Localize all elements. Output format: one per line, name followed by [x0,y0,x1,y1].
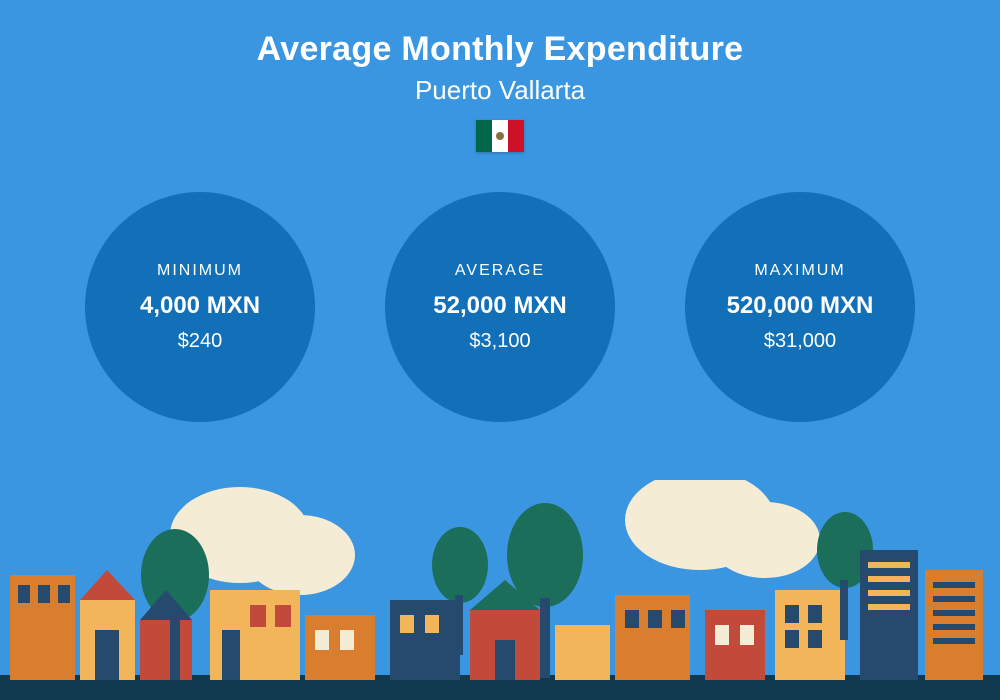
stat-main-value: 520,000 MXN [727,292,874,320]
mexico-flag-icon [476,120,524,152]
stat-main-value: 4,000 MXN [140,292,260,320]
stat-sub-value: $31,000 [764,330,836,353]
page-subtitle: Puerto Vallarta [0,75,1000,106]
stat-label: MINIMUM [157,262,243,280]
stat-circles-row: MINIMUM 4,000 MXN $240 AVERAGE 52,000 MX… [0,192,1000,422]
header: Average Monthly Expenditure Puerto Valla… [0,0,1000,152]
stat-circle-maximum: MAXIMUM 520,000 MXN $31,000 [685,192,915,422]
town-illustration [0,480,1000,700]
stat-circle-minimum: MINIMUM 4,000 MXN $240 [85,192,315,422]
stat-main-value: 52,000 MXN [433,292,566,320]
stat-sub-value: $3,100 [469,330,530,353]
stat-sub-value: $240 [178,330,223,353]
stat-label: AVERAGE [455,262,545,280]
stat-label: MAXIMUM [754,262,845,280]
page-title: Average Monthly Expenditure [0,30,1000,69]
stat-circle-average: AVERAGE 52,000 MXN $3,100 [385,192,615,422]
